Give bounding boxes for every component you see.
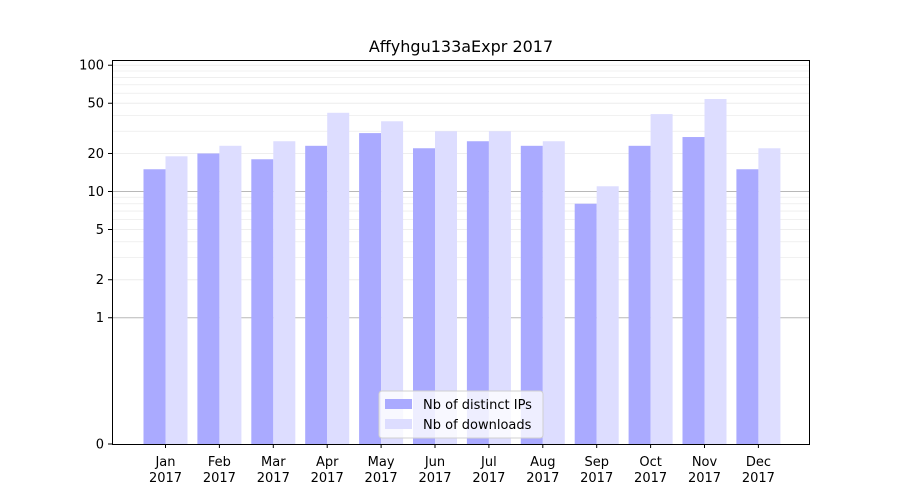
bar <box>736 169 759 444</box>
bar <box>413 148 435 444</box>
x-tick-label-year: 2017 <box>257 471 290 486</box>
bar <box>143 169 166 444</box>
bar <box>466 141 489 444</box>
x-tick-label-year: 2017 <box>472 471 505 486</box>
bar <box>704 99 727 444</box>
bar <box>381 121 404 444</box>
bar <box>758 148 781 444</box>
bar <box>165 156 188 444</box>
x-tick-label-year: 2017 <box>526 471 559 486</box>
bar <box>650 114 673 445</box>
x-tick-label-year: 2017 <box>634 471 667 486</box>
bars <box>143 99 781 445</box>
bar <box>435 131 457 444</box>
plot-frame <box>112 60 810 445</box>
legend-box <box>378 390 544 439</box>
bar <box>628 145 651 444</box>
x-tick-label-year: 2017 <box>580 471 613 486</box>
x-tick-label-year: 2017 <box>365 471 398 486</box>
x-tick-label-month: Apr <box>316 455 339 470</box>
bar <box>197 153 220 444</box>
y-tick-label: 2 <box>96 273 104 288</box>
bar <box>682 137 705 444</box>
legend-label: Nb of downloads <box>423 418 532 433</box>
x-tick-label-year: 2017 <box>149 471 182 486</box>
x-tick-label-month: Sep <box>584 455 609 470</box>
x-tick-label-month: Feb <box>208 455 231 470</box>
bar <box>542 141 565 444</box>
legend-swatch <box>385 419 412 429</box>
legend-label: Nb of distinct IPs <box>423 398 532 413</box>
chart-title: Affyhgu133aExpr 2017 <box>369 37 553 56</box>
x-tick-label-year: 2017 <box>311 471 344 486</box>
bar <box>596 186 619 445</box>
x-axis: Jan2017Feb2017Mar2017Apr2017May2017Jun20… <box>149 444 775 486</box>
y-tick-label: 10 <box>87 185 104 200</box>
bar <box>305 145 328 444</box>
bar <box>219 145 242 444</box>
x-tick-label-month: Dec <box>746 455 771 470</box>
legend-swatch <box>385 399 412 409</box>
y-tick-label: 5 <box>96 223 104 238</box>
y-axis: 0 1 2 5 10 20 50 100 <box>79 59 112 453</box>
bar <box>273 141 296 444</box>
bar <box>359 133 382 445</box>
bar <box>520 145 543 444</box>
legend: Nb of distinct IPs Nb of downloads <box>378 390 544 439</box>
bar <box>574 203 597 444</box>
y-tick-label: 0 <box>96 438 104 453</box>
bar <box>251 159 274 445</box>
x-tick-label-month: Aug <box>530 455 555 470</box>
y-tick-label: 1 <box>96 311 104 326</box>
x-tick-label-month: Jul <box>480 455 497 470</box>
x-tick-label-year: 2017 <box>742 471 775 486</box>
x-tick-label-month: Mar <box>261 455 286 470</box>
x-tick-label-year: 2017 <box>203 471 236 486</box>
bar <box>327 112 350 444</box>
x-tick-label-year: 2017 <box>418 471 451 486</box>
y-tick-label: 100 <box>79 59 104 74</box>
x-tick-label-month: Jan <box>154 455 175 470</box>
y-tick-label: 50 <box>87 97 104 112</box>
y-tick-label: 20 <box>87 147 104 162</box>
x-tick-label-month: Jun <box>424 455 445 470</box>
x-tick-label-year: 2017 <box>688 471 721 486</box>
x-tick-label-month: May <box>368 455 395 470</box>
x-tick-label-month: Oct <box>639 455 661 470</box>
x-tick-label-month: Nov <box>692 455 718 470</box>
bar <box>488 131 511 444</box>
